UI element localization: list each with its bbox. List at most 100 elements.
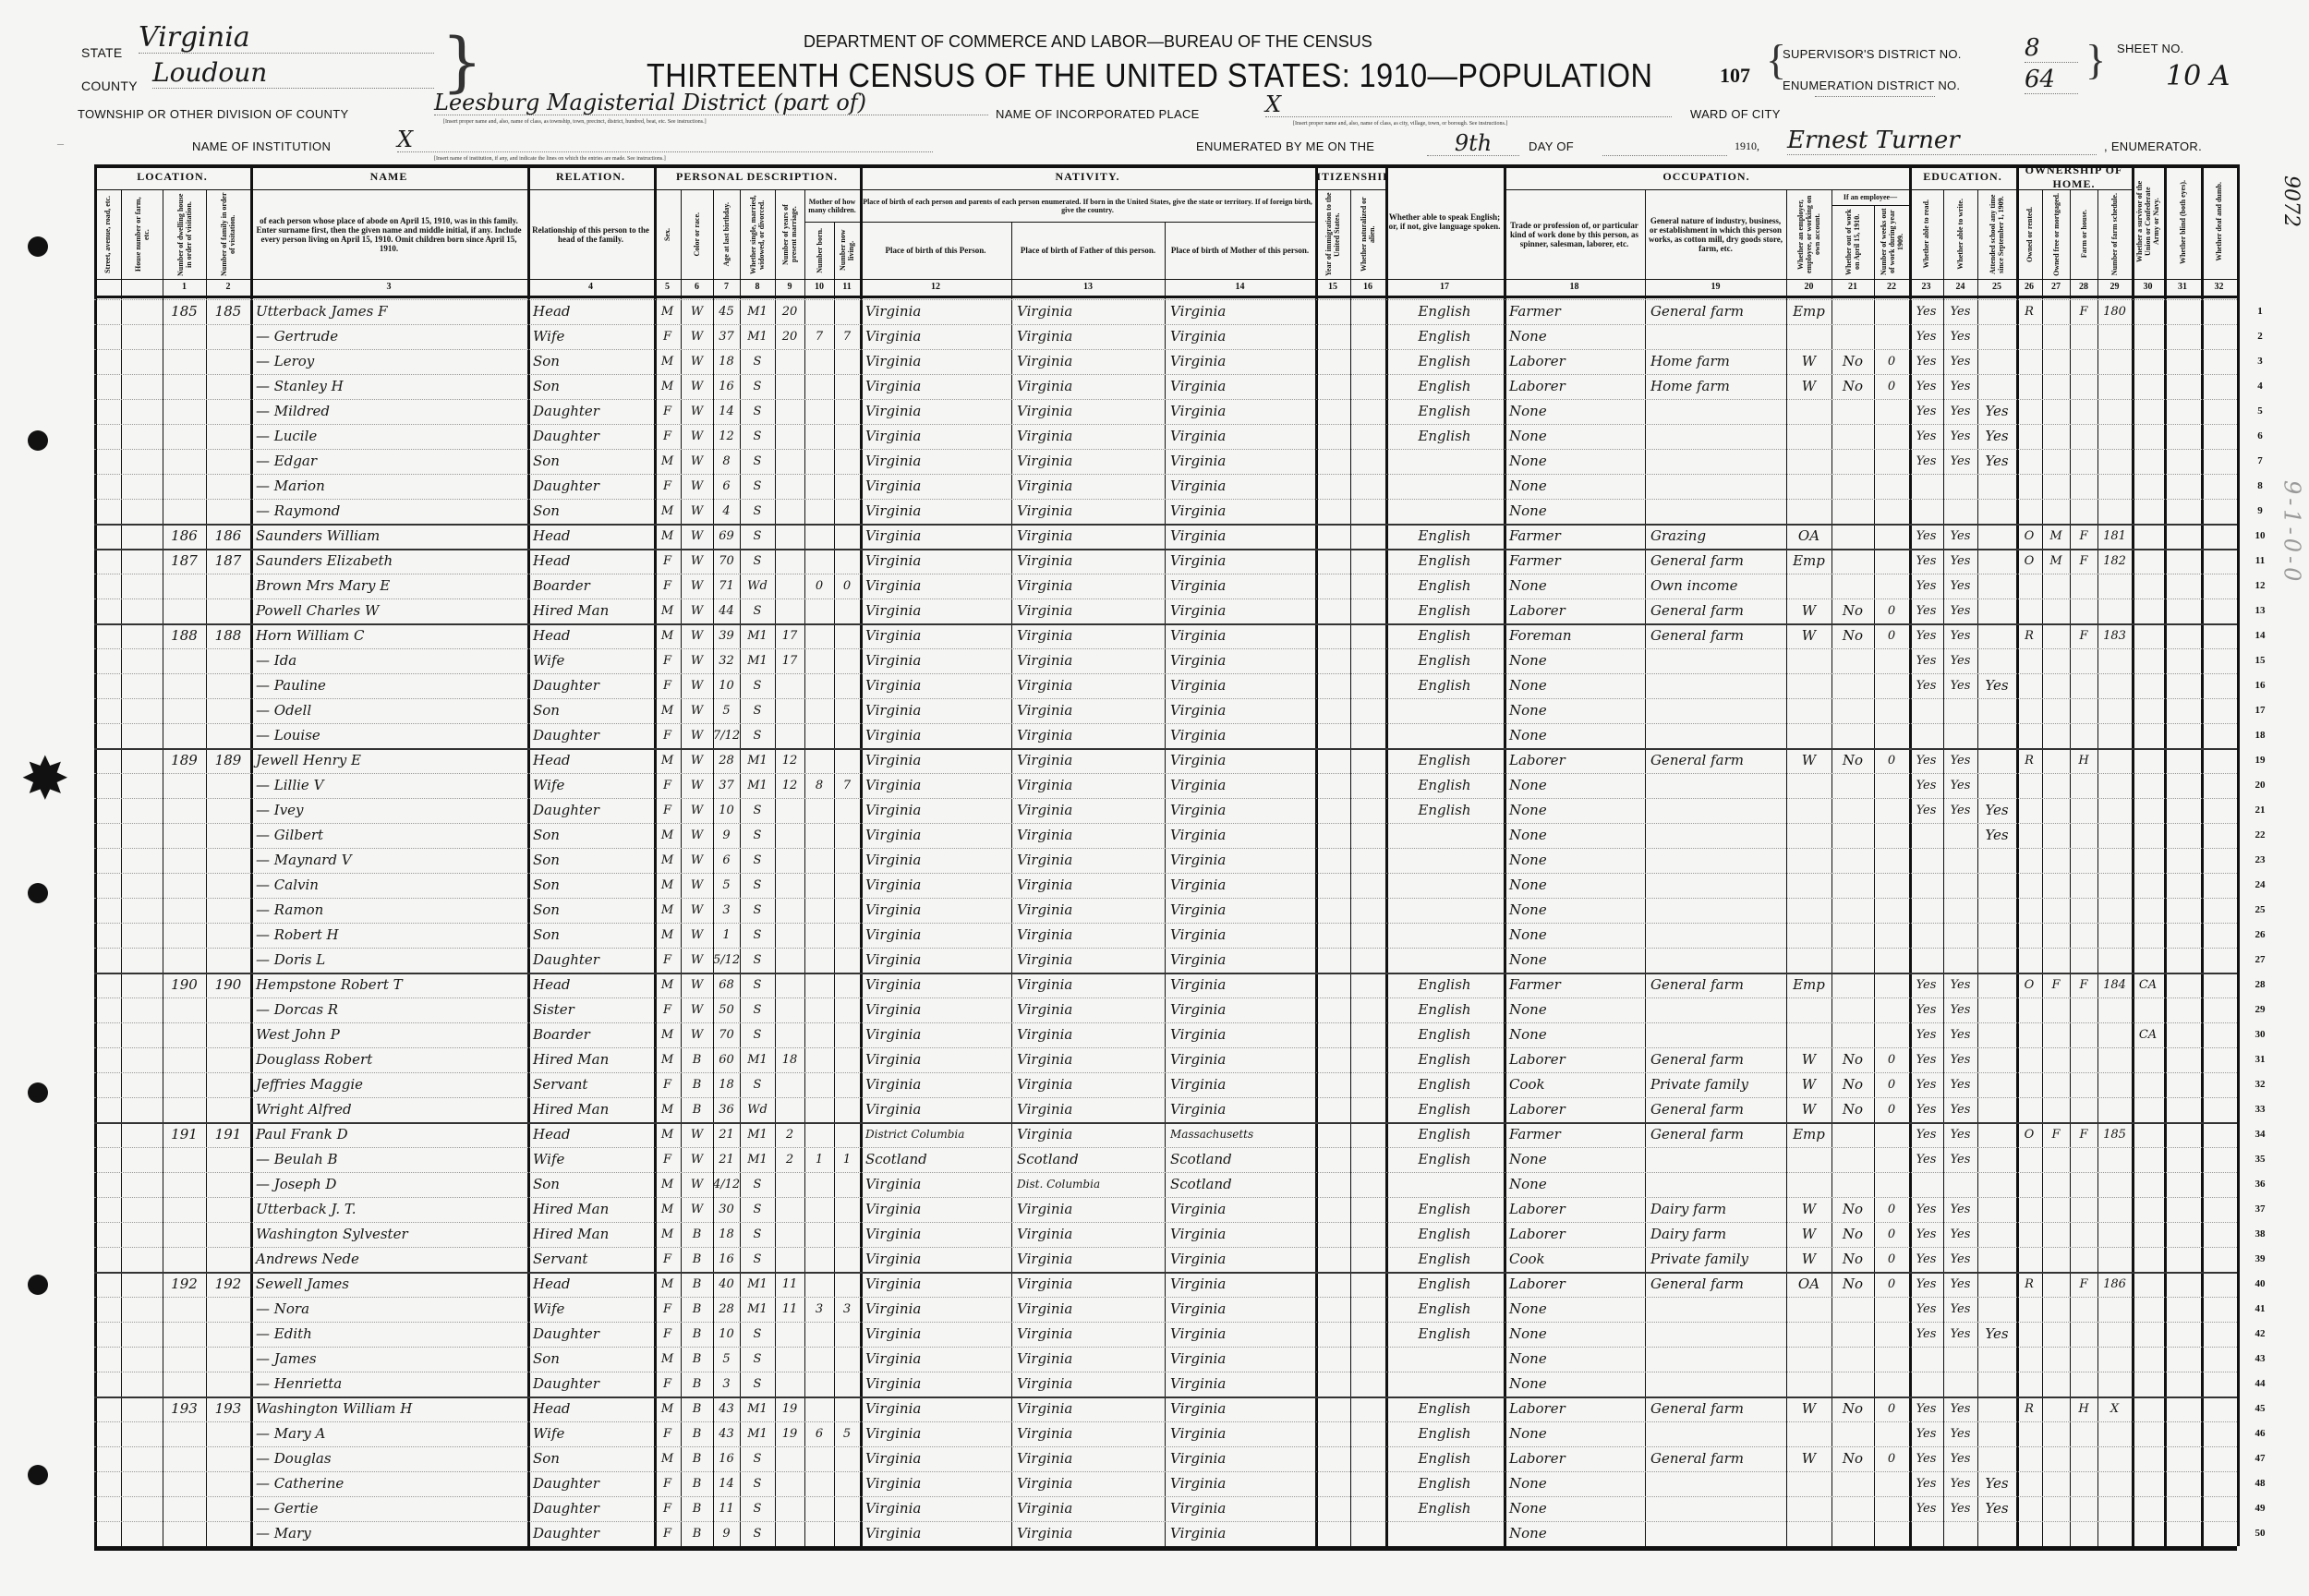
column-header: Attended school any time since September… — [1977, 189, 2016, 279]
cell-22 — [1831, 1347, 1874, 1372]
township-value: Leesburg Magisterial District (part of) — [434, 91, 988, 116]
cell-11 — [804, 748, 834, 773]
cell-24 — [1909, 1347, 1943, 1372]
cell-10 — [775, 1097, 804, 1122]
column-divider — [804, 189, 805, 1546]
cell-32 — [2164, 424, 2201, 449]
cell-26 — [1977, 898, 2016, 923]
cell-8: 12 — [719, 429, 734, 443]
cell-18 — [1385, 449, 1504, 474]
cell-9: M1 — [747, 1053, 768, 1067]
cell-26 — [1977, 948, 2016, 973]
cell-33 — [2201, 598, 2237, 623]
cell-3 — [206, 349, 250, 374]
cell-22 — [1831, 898, 1874, 923]
cell-7: W — [690, 729, 704, 743]
cell-22 — [1831, 673, 1874, 698]
cell-3 — [206, 698, 250, 723]
cell-29 — [2070, 698, 2097, 723]
cell-28: F — [2051, 1128, 2061, 1142]
cell-19: Laborer — [1509, 353, 1566, 369]
cell-15: Virginia — [1170, 752, 1227, 768]
cell-11 — [804, 1396, 834, 1421]
cell-7: W — [690, 953, 704, 967]
cell-21 — [1786, 1147, 1831, 1172]
cell-18: English — [1418, 303, 1471, 320]
row-divider — [94, 299, 2237, 300]
cell-3: 185 — [214, 303, 242, 320]
cell-30 — [2097, 324, 2132, 349]
cell-26 — [1977, 698, 2016, 723]
cell-2 — [163, 848, 206, 873]
cell-12 — [834, 424, 860, 449]
column-number: 31 — [2178, 282, 2187, 292]
column-header: Number of weeks out of work during year … — [1874, 205, 1909, 279]
ward-label: Ward of city — [1690, 107, 1781, 121]
column-header: Sex. — [654, 189, 681, 279]
divider — [1909, 189, 2016, 190]
cell-28 — [2042, 1147, 2070, 1172]
cell-4: — Lillie V — [256, 777, 324, 793]
cell-24: Yes — [1916, 679, 1937, 693]
cell-11 — [804, 998, 834, 1022]
cell-25: Yes — [1950, 355, 1971, 369]
cell-29 — [2070, 873, 2097, 898]
cell-2 — [163, 1147, 206, 1172]
cell-20: General farm — [1650, 1101, 1744, 1118]
cell-5: Wife — [533, 1300, 565, 1317]
row-divider — [94, 1496, 2237, 1497]
cell-6: F — [662, 330, 672, 344]
cell-12 — [834, 1322, 860, 1347]
cell-13: Virginia — [865, 1350, 922, 1367]
column-divider — [834, 222, 835, 1546]
row-divider — [94, 1047, 2237, 1048]
cell-18: English — [1418, 752, 1471, 768]
cell-25: Yes — [1950, 529, 1971, 543]
cell-19: None — [1509, 1151, 1547, 1167]
cell-21: W — [1801, 1101, 1817, 1118]
cell-24 — [1909, 873, 1943, 898]
cell-15: Virginia — [1170, 1076, 1227, 1093]
cell-27: O — [2024, 554, 2035, 568]
cell-9: S — [753, 828, 762, 842]
cell-19: None — [1509, 502, 1547, 519]
cell-13: Virginia — [865, 1176, 922, 1192]
column-header: Whether naturalized or alien. — [1350, 189, 1385, 279]
cell-30: 180 — [2103, 305, 2126, 319]
cell-31 — [2132, 798, 2164, 823]
cell-5: Head — [533, 552, 571, 569]
cell-26 — [1977, 1521, 2016, 1546]
cell-15: Virginia — [1170, 976, 1227, 993]
cell-3 — [206, 399, 250, 424]
cell-21 — [1786, 574, 1831, 598]
cell-17 — [1350, 399, 1385, 424]
cell-7: W — [690, 1003, 704, 1017]
cell-33 — [2201, 474, 2237, 499]
cell-25: Yes — [1950, 554, 1971, 568]
cell-33 — [2201, 1421, 2237, 1446]
cell-16 — [1315, 873, 1350, 898]
cell-8: 70 — [719, 1028, 734, 1042]
column-divider — [2132, 164, 2134, 1546]
cell-5: Head — [533, 527, 571, 544]
cell-15: Scotland — [1170, 1151, 1232, 1167]
cell-29: F — [2079, 1277, 2088, 1291]
cell-10 — [775, 998, 804, 1022]
row-divider — [94, 349, 2237, 350]
cell-10: 2 — [785, 1128, 794, 1142]
cell-10: 17 — [781, 654, 798, 668]
cell-33 — [2201, 1471, 2237, 1496]
column-divider — [713, 189, 714, 1546]
cell-31 — [2132, 1521, 2164, 1546]
cell-10 — [775, 1197, 804, 1222]
cell-20 — [1645, 848, 1786, 873]
cell-12 — [834, 848, 860, 873]
cell-3 — [206, 948, 250, 973]
cell-2 — [163, 673, 206, 698]
cell-9: S — [753, 878, 762, 892]
cell-30 — [2097, 1471, 2132, 1496]
cell-8: 11 — [719, 1502, 734, 1516]
cell-31 — [2132, 1396, 2164, 1421]
cell-25: Yes — [1950, 1003, 1971, 1017]
cell-31 — [2132, 923, 2164, 948]
